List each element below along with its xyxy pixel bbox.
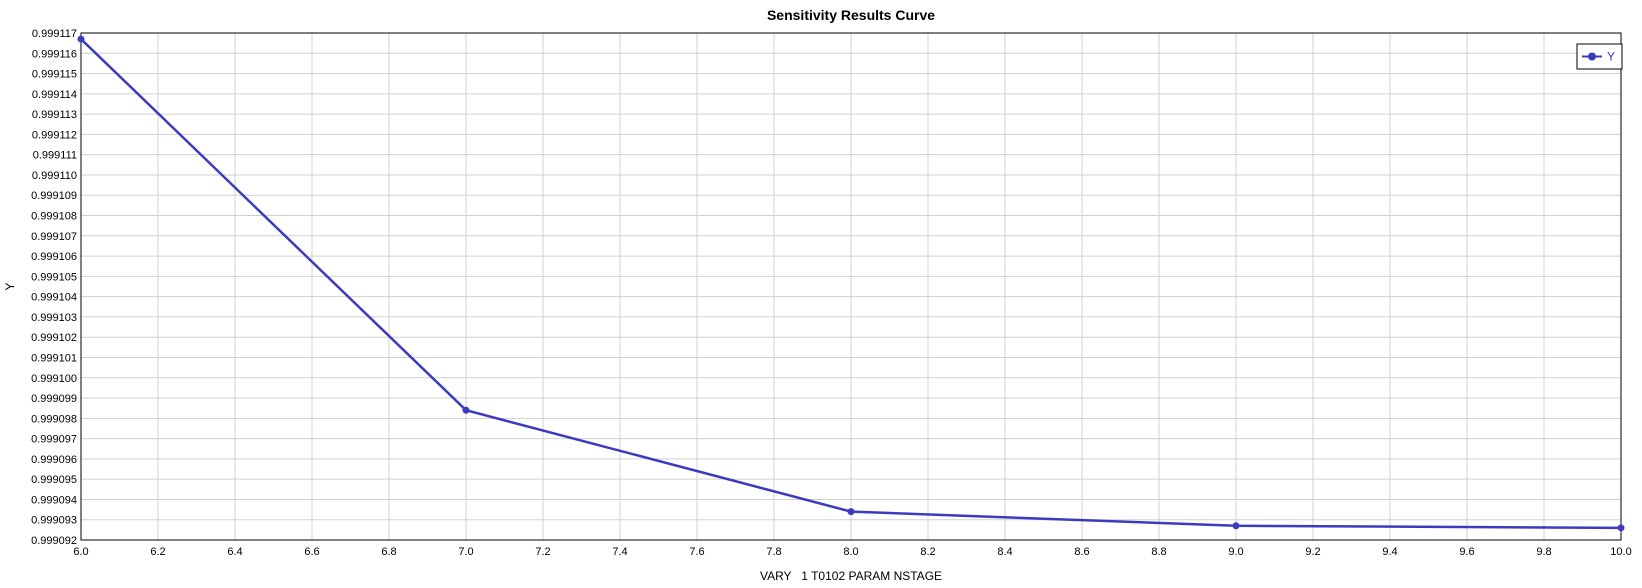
y-tick-label: 0.999101: [31, 352, 77, 364]
y-tick-label: 0.999098: [31, 413, 77, 425]
y-axis-label: Y: [3, 282, 17, 290]
grid-lines: [80, 32, 1622, 541]
legend: Y: [1576, 43, 1623, 70]
y-tick-label: 0.999104: [31, 292, 77, 304]
x-tick-label: 6.2: [150, 546, 165, 558]
y-tick-label: 0.999092: [31, 535, 77, 547]
x-tick-label: 7.8: [766, 546, 781, 558]
y-tick-label: 0.999115: [32, 69, 77, 81]
x-tick-label: 7.0: [458, 546, 473, 558]
y-tick-labels: 0.999092 0.999093 0.999094 0.999095 0.999096…: [31, 28, 77, 547]
y-tick-label: 0.999093: [31, 515, 77, 527]
x-tick-label: 9.2: [1305, 546, 1320, 558]
chart-title: Sensitivity Results Curve: [767, 7, 935, 23]
x-tick-labels: 6.0 6.2 6.4 6.6 6.8 7.0 7.2 7.4 7.6 7.8 8.0 8.2 8.4 8…: [73, 546, 1631, 558]
x-tick-label: 9.8: [1536, 546, 1551, 558]
y-tick-label: 0.999114: [32, 89, 77, 101]
y-tick-label: 0.999099: [31, 393, 77, 405]
x-tick-label: 9.0: [1228, 546, 1243, 558]
data-point: [847, 508, 855, 516]
y-tick-label: 0.999113: [32, 109, 77, 121]
x-tick-label: 8.2: [920, 546, 935, 558]
data-point: [462, 406, 470, 414]
y-tick-label: 0.999097: [31, 434, 77, 446]
data-point: [77, 35, 85, 43]
axes: [80, 32, 1622, 541]
x-tick-label: 6.4: [227, 546, 242, 558]
legend-entry-y: Y: [1607, 50, 1615, 64]
x-tick-label: 7.6: [689, 546, 704, 558]
legend-marker-swatch: [1588, 52, 1596, 61]
y-tick-label: 0.999107: [31, 231, 77, 243]
x-axis-label: VARY 1 T0102 PARAM NSTAGE: [760, 569, 942, 583]
x-tick-label: 7.4: [612, 546, 627, 558]
y-tick-label: 0.999110: [32, 170, 77, 182]
x-tick-label: 7.2: [535, 546, 550, 558]
y-tick-label: 0.999111: [33, 150, 77, 162]
x-tick-label: 8.4: [997, 546, 1012, 558]
y-tick-label: 0.999103: [31, 312, 77, 324]
x-tick-label: 10.0: [1610, 546, 1631, 558]
x-tick-label: 9.4: [1382, 546, 1397, 558]
y-tick-label: 0.999117: [32, 28, 77, 40]
y-tick-label: 0.999095: [31, 474, 77, 486]
y-tick-label: 0.999112: [32, 129, 77, 141]
plot-area-frame: [80, 32, 1622, 541]
x-tick-label: 9.6: [1459, 546, 1474, 558]
x-tick-label: 6.0: [73, 546, 88, 558]
y-tick-label: 0.999096: [31, 454, 77, 466]
x-tick-label: 8.6: [1074, 546, 1089, 558]
y-tick-label: 0.999106: [31, 251, 77, 263]
y-tick-label: 0.999108: [31, 211, 77, 223]
data-point: [1617, 524, 1625, 532]
x-tick-label: 6.6: [304, 546, 319, 558]
y-tick-label: 0.999109: [31, 190, 77, 202]
data-point: [1232, 522, 1240, 530]
y-tick-label: 0.999100: [31, 373, 77, 385]
series-layer: [77, 35, 1625, 532]
x-tick-label: 6.8: [381, 546, 396, 558]
y-tick-label: 0.999116: [32, 48, 77, 60]
x-tick-label: 8.8: [1151, 546, 1166, 558]
x-tick-label: 8.0: [843, 546, 858, 558]
y-tick-label: 0.999102: [31, 332, 77, 344]
y-tick-label: 0.999105: [31, 271, 77, 283]
y-tick-label: 0.999094: [31, 494, 77, 506]
